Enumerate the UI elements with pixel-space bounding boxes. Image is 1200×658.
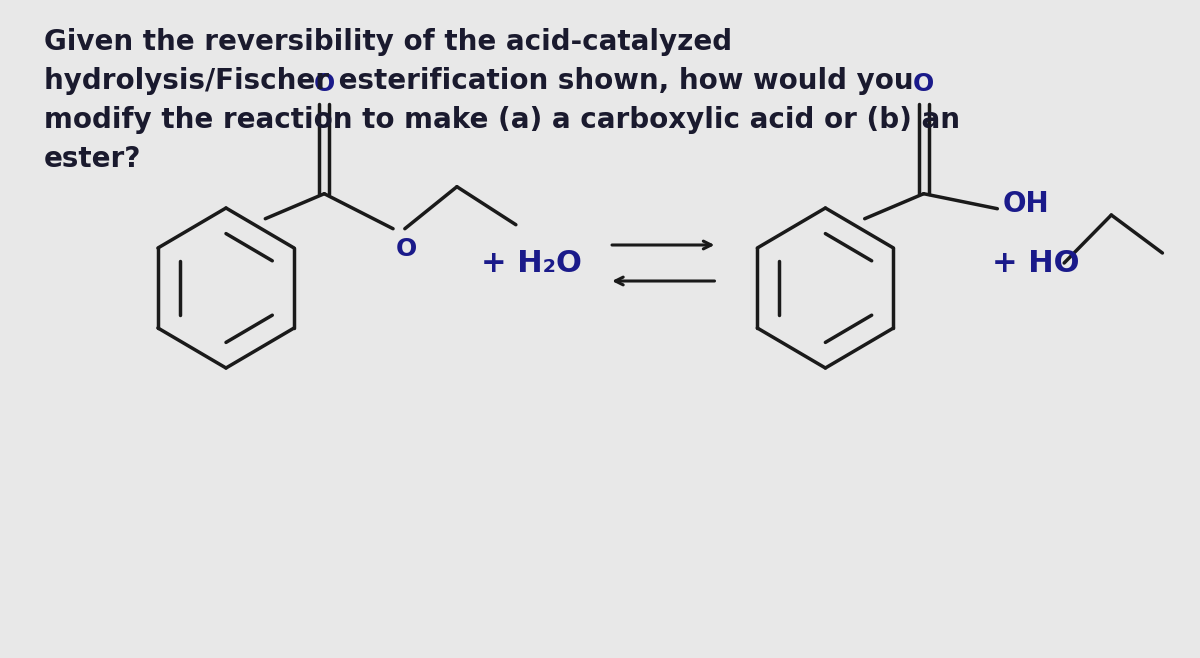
Text: OH: OH xyxy=(1002,190,1049,218)
Text: O: O xyxy=(913,72,935,95)
Text: O: O xyxy=(313,72,335,95)
Text: Given the reversibility of the acid-catalyzed
hydrolysis/Fischer esterification : Given the reversibility of the acid-cata… xyxy=(44,28,960,173)
Text: + HO: + HO xyxy=(992,249,1080,278)
Text: O: O xyxy=(396,237,418,261)
Text: + H₂O: + H₂O xyxy=(481,249,582,278)
